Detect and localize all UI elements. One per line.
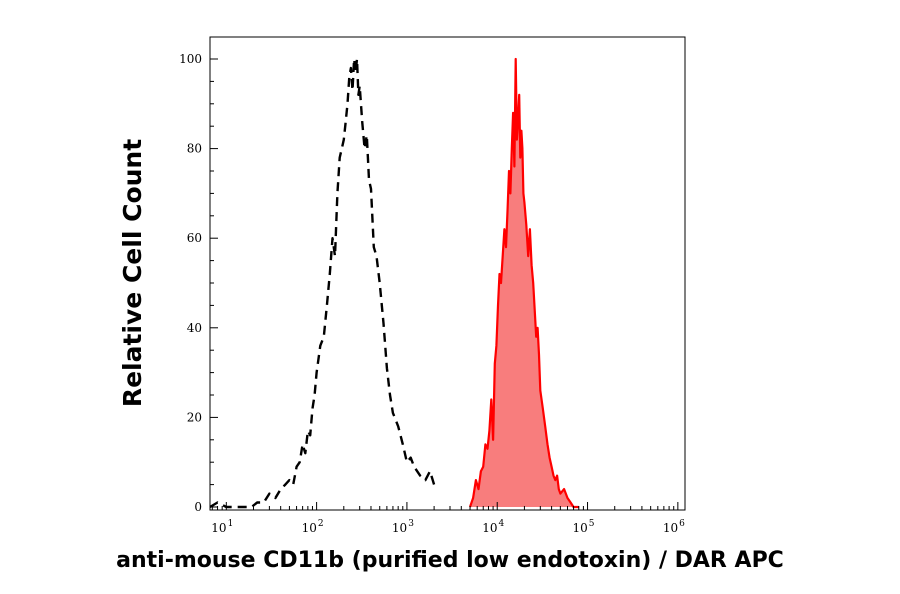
axes-layer: 0 20 40 60 80 100 101 102 103 104 105 106	[179, 52, 685, 535]
series-1-area	[470, 59, 579, 507]
x-tick-label: 101	[211, 519, 233, 535]
plot-area	[209, 36, 686, 511]
y-tick-label: 100	[179, 52, 202, 66]
series-0-line	[209, 57, 436, 509]
x-tick-label: 106	[663, 519, 685, 535]
y-axis-label: Relative Cell Count	[118, 139, 147, 407]
x-axis-label: anti-mouse CD11b (purified low endotoxin…	[116, 548, 784, 573]
y-tick-label: 60	[187, 231, 202, 245]
y-tick-label: 80	[187, 142, 202, 156]
series-1-line	[468, 57, 579, 509]
series-layer	[209, 57, 579, 509]
x-tick-label: 102	[302, 519, 324, 535]
y-tick-label: 0	[194, 500, 202, 514]
x-tick-label: 104	[482, 519, 504, 535]
y-tick-label: 20	[187, 410, 202, 424]
y-tick-label: 40	[187, 321, 202, 335]
x-tick-label: 103	[392, 519, 414, 535]
x-tick-label: 105	[573, 519, 595, 535]
